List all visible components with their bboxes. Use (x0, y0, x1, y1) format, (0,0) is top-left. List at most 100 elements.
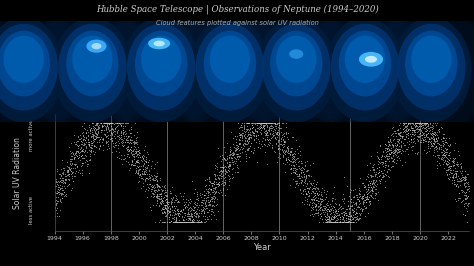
Point (438, 150, 445, 154)
Point (132, 149, 139, 153)
Point (77, 142, 84, 147)
Point (195, 220, 202, 225)
Point (243, 121, 250, 126)
Point (92, 122, 100, 126)
Point (226, 163, 234, 167)
Point (180, 218, 187, 222)
Point (62, 176, 69, 181)
Point (405, 121, 413, 126)
Ellipse shape (240, 5, 353, 135)
Point (240, 121, 247, 126)
Point (396, 126, 404, 130)
Point (403, 124, 410, 128)
Point (126, 140, 134, 144)
Point (79, 137, 86, 141)
Point (144, 160, 152, 164)
Point (232, 157, 239, 161)
Point (95, 139, 102, 144)
Point (390, 159, 397, 163)
Point (142, 172, 149, 176)
Point (211, 186, 219, 190)
Point (447, 168, 455, 172)
Point (394, 149, 401, 154)
Point (152, 175, 160, 180)
Point (326, 219, 333, 223)
Point (68, 157, 76, 161)
Point (146, 204, 154, 209)
Point (134, 171, 142, 176)
Point (382, 160, 389, 165)
Point (371, 172, 379, 176)
Point (119, 132, 127, 136)
Point (254, 160, 261, 164)
Point (452, 172, 460, 176)
Point (166, 213, 174, 217)
Point (464, 187, 472, 191)
Point (390, 129, 398, 133)
Point (315, 189, 323, 193)
Point (132, 160, 140, 164)
Point (74, 155, 82, 160)
Point (301, 187, 309, 191)
Point (193, 211, 201, 215)
Point (381, 174, 388, 178)
Point (365, 185, 373, 189)
Point (227, 153, 234, 157)
Point (154, 197, 161, 202)
Point (210, 180, 218, 184)
Point (218, 168, 225, 173)
Point (244, 137, 252, 142)
Point (81, 127, 89, 131)
Point (73, 154, 81, 158)
Point (282, 150, 289, 154)
Point (458, 199, 466, 203)
Point (210, 192, 218, 197)
Point (449, 158, 457, 163)
Point (395, 141, 403, 146)
Point (443, 170, 450, 174)
Point (225, 161, 233, 166)
Point (261, 121, 268, 126)
Point (276, 123, 283, 127)
Point (284, 146, 292, 150)
Point (298, 200, 306, 204)
Point (279, 153, 287, 158)
Point (182, 197, 190, 201)
Ellipse shape (121, 17, 201, 122)
Point (178, 220, 186, 225)
Point (164, 201, 172, 206)
Text: Hubble Space Telescope | Observations of Neptune (1994–2020): Hubble Space Telescope | Observations of… (96, 4, 378, 14)
Point (424, 122, 432, 126)
Point (247, 141, 255, 145)
Point (344, 214, 352, 218)
Point (371, 168, 378, 172)
Point (348, 207, 356, 212)
Point (204, 193, 211, 197)
Point (52, 202, 59, 207)
Point (398, 136, 406, 140)
Point (323, 217, 331, 221)
Point (268, 121, 276, 126)
Ellipse shape (105, 5, 218, 135)
Point (413, 133, 420, 138)
Point (206, 199, 213, 203)
Point (184, 207, 191, 212)
Point (422, 133, 429, 138)
Point (78, 161, 86, 165)
Ellipse shape (262, 24, 330, 111)
Point (182, 205, 190, 209)
Point (82, 144, 90, 148)
Point (442, 155, 449, 159)
Point (391, 130, 399, 135)
Point (249, 121, 257, 126)
Point (81, 143, 88, 147)
Point (133, 138, 140, 143)
Point (156, 184, 164, 189)
Point (174, 211, 182, 215)
Point (100, 137, 107, 142)
Point (253, 126, 260, 130)
Point (134, 149, 142, 153)
Point (430, 132, 438, 136)
Point (458, 169, 466, 173)
Point (434, 133, 441, 137)
